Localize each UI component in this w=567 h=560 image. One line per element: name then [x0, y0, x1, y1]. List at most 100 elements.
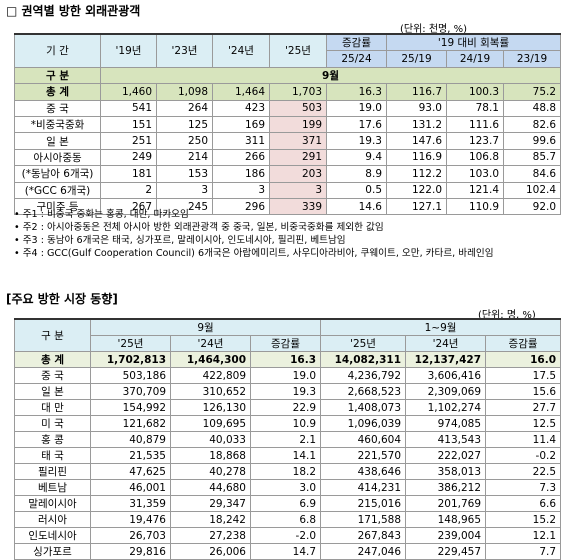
table-row: 구미주 등 267 245 296 339 14.6 127.1 110.9 92.0 [14, 197, 562, 216]
note: • 주3 : 동남아 6개국은 태국, 싱가포르, 말레이시아, 인도네시아, … [14, 235, 346, 246]
table-cell: 151 [100, 115, 157, 134]
header-cell: '25년 [320, 335, 407, 352]
table-row: 말레이시아 31,359 29,347 6.9 215,016 201,769 6.6 [14, 495, 562, 512]
table-cell: 371 [269, 132, 327, 150]
row-label: 아시아중동 [14, 148, 101, 167]
table-cell: 40,879 [90, 431, 171, 448]
table-row: 중 국 503,186 422,809 19.0 4,236,792 3,606,416 1… [14, 367, 562, 384]
table-cell: 203 [269, 165, 327, 183]
table-cell: 154,992 [90, 399, 171, 416]
header-cell: '24년 [170, 335, 251, 352]
table-cell: 147.6 [386, 132, 447, 150]
table-cell: 15.2 [485, 511, 562, 528]
table-cell: 358,013 [405, 463, 487, 480]
row-label: 총 계 [14, 83, 101, 101]
table-cell: 153 [156, 165, 213, 183]
table-cell: 414,231 [320, 479, 407, 496]
table-cell: 22.9 [249, 399, 322, 416]
table-cell: 18.2 [249, 463, 322, 480]
table-cell: 438,646 [320, 463, 407, 480]
table-cell: 19.3 [249, 383, 322, 400]
table-row: 총 계 1,702,813 1,464,300 16.3 14,082,311 12,13… [14, 351, 562, 368]
table-cell: 3.0 [249, 479, 322, 496]
table-row: 기 간 '19년 '23년 '24년 '25년 증감률 '19 대비 회복률 [14, 32, 562, 68]
table-cell: 214 [156, 148, 213, 167]
header-cell: 증감률 [485, 335, 562, 352]
table-cell: 103.0 [446, 165, 504, 183]
row-label: 태 국 [14, 447, 91, 464]
table-cell: 125 [156, 115, 213, 134]
table-cell: 3 [156, 181, 213, 199]
table-cell: 121.4 [446, 181, 504, 199]
table-cell: -2.0 [249, 527, 322, 544]
table-cell: 8.9 [326, 165, 387, 183]
table-row: 25/24 25/19 24/19 23/19 [15, 50, 562, 68]
row-label: 홍 콩 [14, 431, 91, 448]
row-label: 말레이시아 [14, 495, 91, 512]
header-cell: 구 분 [14, 66, 101, 85]
table-cell: 16.3 [326, 83, 387, 101]
table-row: 대 만 154,992 126,130 22.9 1,408,073 1,102,274 2… [14, 399, 562, 416]
table-cell: 503,186 [90, 367, 171, 384]
table-cell: 423 [212, 99, 270, 117]
table-cell: 12,137,427 [405, 351, 487, 368]
table-cell: 249 [100, 148, 157, 167]
header-cell: '24년 [405, 335, 487, 352]
header-cell: 증감률 [326, 33, 387, 52]
table-row: 인도네시아 26,703 27,238 -2.0 267,843 239,004 12.1 [14, 527, 562, 544]
markets-table: 구 분 9월 1~9월 '25년 '24년 증감률 '25년 '24년 증감률 총 계 1,702,… [14, 318, 562, 560]
row-label: 인도네시아 [14, 527, 91, 544]
table-cell: 82.6 [502, 115, 562, 134]
table-cell: 1,464,300 [170, 351, 251, 368]
table-cell: 22.5 [485, 463, 562, 480]
table-cell: 102.4 [502, 181, 562, 199]
row-label: (*동남아 6개국) [14, 165, 101, 183]
header-cell: 9월 [89, 318, 322, 336]
table-cell: 122.0 [386, 181, 447, 199]
table-cell: 239,004 [405, 527, 487, 544]
header-cell: '25년 [269, 32, 327, 68]
table-cell: 201,769 [405, 495, 487, 512]
table-cell: 1,703 [269, 83, 327, 101]
table-cell: 186 [212, 165, 270, 183]
table-cell: 3 [269, 181, 327, 199]
table-cell: 18,242 [170, 511, 251, 528]
table-cell: 17.5 [485, 367, 562, 384]
table-row: 러시아 19,476 18,242 6.8 171,588 148,965 15.2 [14, 511, 562, 528]
table-cell: 127.1 [386, 197, 447, 216]
table-cell: 974,085 [405, 415, 487, 432]
table-cell: 310,652 [170, 383, 251, 400]
table-cell: 12.5 [485, 415, 562, 432]
table-cell: 99.6 [502, 132, 562, 150]
table-cell: 14.1 [249, 447, 322, 464]
table-cell: 215,016 [320, 495, 407, 512]
table-row: (*GCC 6개국) 2 3 3 3 0.5 122.0 121.4 102.4 [14, 181, 562, 199]
table-cell: 148,965 [405, 511, 487, 528]
note: • 주1 : 비중국 중화는 홍콩, 대만, 마카오임 [14, 209, 189, 220]
table-cell: 31,359 [90, 495, 171, 512]
header-cell: '23년 [156, 32, 213, 68]
table-cell: 29,816 [90, 543, 171, 560]
table-cell: 422,809 [170, 367, 251, 384]
table-cell: 47,625 [90, 463, 171, 480]
table-cell: 4,236,792 [320, 367, 407, 384]
table-cell: 93.0 [386, 99, 447, 117]
table-cell: 112.2 [386, 165, 447, 183]
table-cell: 339 [269, 197, 327, 216]
section-title: [주요 방한 시장 동향] [6, 292, 118, 306]
unit-note: (단위: 천명, %) [400, 24, 468, 35]
row-label: 일 본 [14, 383, 91, 400]
table-cell: 266 [212, 148, 270, 167]
table-cell: 16.3 [249, 351, 322, 368]
table-cell: 3,606,416 [405, 367, 487, 384]
row-label: 총 계 [14, 351, 91, 368]
table-row: 싱가포르 29,816 26,006 14.7 247,046 229,457 7.7 [14, 543, 562, 560]
table-cell: 84.6 [502, 165, 562, 183]
table-row: 총 계 1,460 1,098 1,464 1,703 16.3 116.7 100.3 75.… [14, 83, 562, 101]
table-cell: 19,476 [90, 511, 171, 528]
row-label: 중 국 [14, 99, 101, 117]
table-cell: 1,464 [212, 83, 270, 101]
table-cell: 10.9 [249, 415, 322, 432]
table-row: 일 본 251 250 311 371 19.3 147.6 123.7 99.6 [14, 132, 562, 150]
table-cell: 171,588 [320, 511, 407, 528]
